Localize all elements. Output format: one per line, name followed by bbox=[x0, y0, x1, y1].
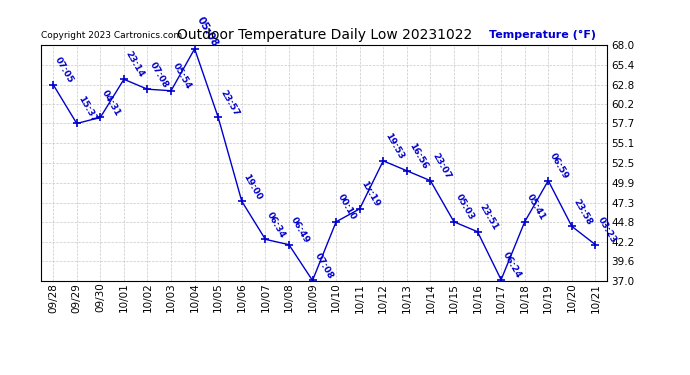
Point bbox=[236, 198, 247, 204]
Text: 05:54: 05:54 bbox=[171, 62, 193, 91]
Text: 19:53: 19:53 bbox=[383, 132, 406, 161]
Point bbox=[48, 82, 59, 88]
Title: Outdoor Temperature Daily Low 20231022: Outdoor Temperature Daily Low 20231022 bbox=[177, 28, 472, 42]
Point bbox=[472, 229, 483, 235]
Text: 04:31: 04:31 bbox=[100, 88, 122, 117]
Point bbox=[307, 278, 318, 284]
Text: 23:57: 23:57 bbox=[218, 88, 240, 117]
Text: 06:24: 06:24 bbox=[501, 251, 523, 280]
Point bbox=[213, 114, 224, 120]
Point bbox=[519, 219, 530, 225]
Point bbox=[166, 88, 177, 94]
Text: Copyright 2023 Cartronics.com: Copyright 2023 Cartronics.com bbox=[41, 31, 183, 40]
Text: 07:08: 07:08 bbox=[313, 251, 335, 280]
Point bbox=[425, 178, 436, 184]
Point bbox=[119, 76, 130, 82]
Text: 06:34: 06:34 bbox=[266, 210, 288, 239]
Point bbox=[402, 168, 413, 174]
Point bbox=[590, 242, 601, 248]
Text: Temperature (°F): Temperature (°F) bbox=[489, 30, 596, 40]
Point bbox=[71, 120, 82, 126]
Text: 15:37: 15:37 bbox=[77, 94, 99, 123]
Text: 05:41: 05:41 bbox=[524, 192, 546, 222]
Point bbox=[377, 158, 388, 164]
Point bbox=[189, 46, 200, 52]
Text: 19:00: 19:00 bbox=[241, 172, 264, 201]
Point bbox=[448, 219, 460, 225]
Text: 05:08: 05:08 bbox=[195, 15, 220, 49]
Text: 03:23: 03:23 bbox=[595, 216, 618, 244]
Text: 23:58: 23:58 bbox=[572, 197, 594, 226]
Text: 06:59: 06:59 bbox=[549, 152, 571, 181]
Text: 07:08: 07:08 bbox=[148, 60, 170, 89]
Point bbox=[354, 206, 365, 212]
Point bbox=[95, 114, 106, 120]
Text: 05:03: 05:03 bbox=[454, 193, 476, 222]
Text: 23:51: 23:51 bbox=[477, 202, 500, 232]
Text: 00:10: 00:10 bbox=[336, 193, 358, 222]
Point bbox=[284, 242, 295, 248]
Text: 16:56: 16:56 bbox=[407, 141, 429, 171]
Point bbox=[495, 277, 506, 283]
Point bbox=[543, 178, 554, 184]
Text: 07:05: 07:05 bbox=[53, 56, 75, 85]
Text: 1x:19: 1x:19 bbox=[359, 180, 382, 209]
Text: 06:49: 06:49 bbox=[289, 215, 311, 244]
Point bbox=[142, 86, 153, 92]
Point bbox=[260, 236, 271, 242]
Text: 23:14: 23:14 bbox=[124, 50, 146, 79]
Point bbox=[566, 224, 578, 230]
Point bbox=[331, 219, 342, 225]
Text: 23:07: 23:07 bbox=[431, 152, 453, 181]
